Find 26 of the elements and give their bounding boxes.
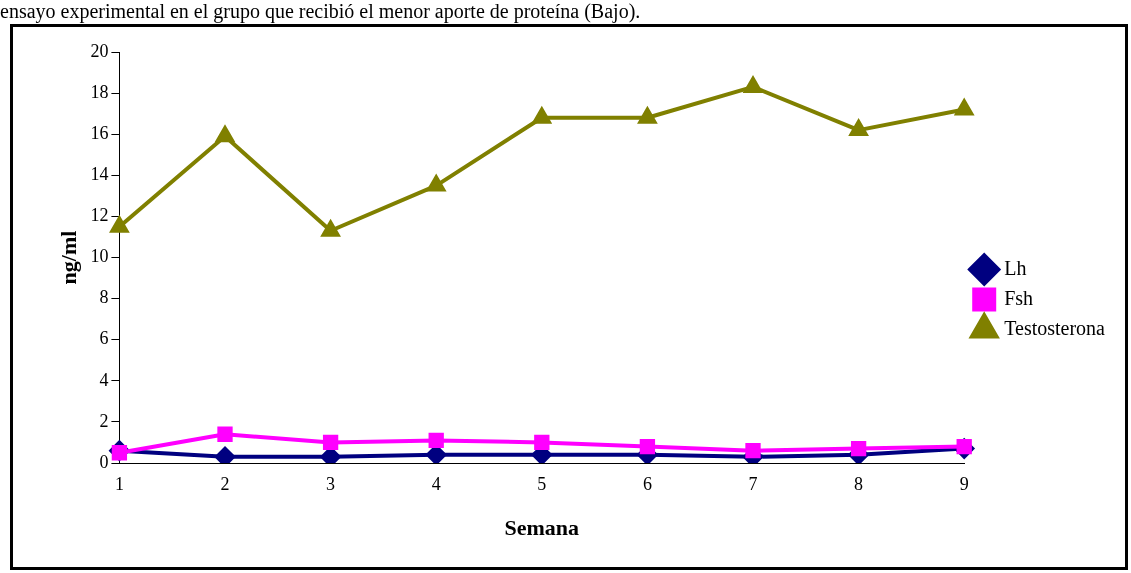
x-axis-title: Semana <box>504 515 580 541</box>
y-tick-label: 20 <box>90 40 109 61</box>
x-tick-label: 5 <box>537 473 547 494</box>
y-tick-label: 10 <box>90 246 109 267</box>
y-tick-label: 6 <box>99 328 109 349</box>
x-tick-label: 8 <box>854 473 864 494</box>
legend-label: Fsh <box>1004 286 1034 309</box>
x-tick-label: 2 <box>220 473 230 494</box>
y-tick-label: 12 <box>90 205 109 226</box>
x-tick-label: 6 <box>642 473 652 494</box>
x-tick-label: 1 <box>114 473 124 494</box>
y-tick-label: 4 <box>99 369 109 390</box>
y-tick-label: 16 <box>90 122 109 143</box>
chart-title: ensayo experimental en el grupo que recibió el menor aporte de proteína (Bajo). <box>0 0 641 22</box>
legend-label: Lh <box>1004 256 1027 279</box>
y-tick-label: 14 <box>90 164 109 185</box>
x-tick-label: 9 <box>959 473 969 494</box>
x-tick-label: 4 <box>431 473 441 494</box>
x-tick-label: 7 <box>748 473 758 494</box>
y-tick-label: 2 <box>99 410 109 431</box>
x-tick-label: 3 <box>326 473 336 494</box>
y-axis-title: ng/ml <box>55 230 81 285</box>
legend-label: Testosterona <box>1004 316 1106 339</box>
y-tick-label: 0 <box>99 451 109 472</box>
y-tick-label: 8 <box>99 287 109 308</box>
y-tick-label: 18 <box>90 81 109 102</box>
